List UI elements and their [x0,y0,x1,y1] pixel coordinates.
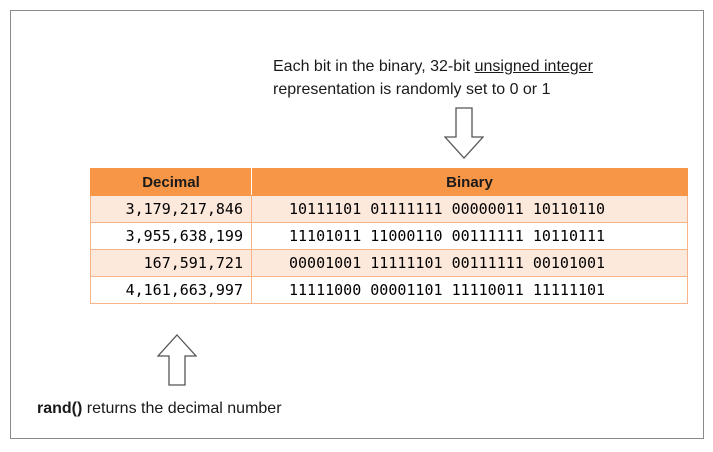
binary-cell: 11111000 00001101 11110011 11111101 [251,276,688,304]
caption-bottom-function: rand() [37,400,83,417]
caption-bottom: rand() returns the decimal number [37,400,282,418]
binary-byte: 00001001 [289,254,362,272]
decimal-cell: 3,955,638,199 [90,222,252,250]
binary-byte: 11111000 [289,281,362,299]
binary-byte: 01111111 [370,200,443,218]
arrow-down-icon [444,107,484,159]
binary-byte: 10110110 [532,200,606,218]
binary-byte: 11111101 [532,281,606,299]
binary-byte: 11101011 [289,227,362,245]
table-row: 4,161,663,997 11111000 00001101 11110011 11… [90,276,688,304]
decimal-cell: 3,179,217,846 [90,195,252,223]
caption-bottom-rest: returns the decimal number [82,400,282,417]
binary-byte: 11111101 [370,254,443,272]
table-row: 167,591,721 00001001 11111101 00111111 0010… [90,249,688,277]
binary-cell: 10111101 01111111 00000011 10110110 [251,195,688,223]
binary-byte: 00111111 [451,254,524,272]
binary-cell: 11101011 11000110 00111111 10110111 [251,222,688,250]
table-row: 3,179,217,846 10111101 01111111 00000011 10… [90,195,688,223]
decimal-cell: 167,591,721 [90,249,252,277]
binary-byte: 11000110 [370,227,443,245]
arrow-up-icon [157,334,197,386]
binary-cell: 00001001 11111101 00111111 00101001 [251,249,688,277]
binary-byte: 10111101 [289,200,362,218]
header-decimal: Decimal [90,168,252,196]
caption-top-line2: representation is randomly set to 0 or 1 [273,81,551,98]
binary-byte: 00001101 [370,281,443,299]
table-row: 3,955,638,199 11101011 11000110 00111111 10… [90,222,688,250]
binary-byte: 00000011 [451,200,524,218]
value-table: Decimal Binary 3,179,217,846 10111101 011… [90,168,688,304]
caption-top-line1-prefix: Each bit in the binary, 32-bit [273,58,475,75]
binary-byte: 11110011 [451,281,524,299]
binary-byte: 00111111 [451,227,524,245]
decimal-cell: 4,161,663,997 [90,276,252,304]
header-binary: Binary [251,168,688,196]
binary-byte: 00101001 [532,254,606,272]
diagram-frame: Each bit in the binary, 32-bit unsigned … [10,10,704,439]
caption-top: Each bit in the binary, 32-bit unsigned … [273,55,593,101]
table-header-row: Decimal Binary [90,168,688,196]
caption-top-line1: Each bit in the binary, 32-bit unsigned … [273,55,593,78]
binary-byte: 10110111 [532,227,606,245]
unsigned-integer-link[interactable]: unsigned integer [474,58,593,75]
